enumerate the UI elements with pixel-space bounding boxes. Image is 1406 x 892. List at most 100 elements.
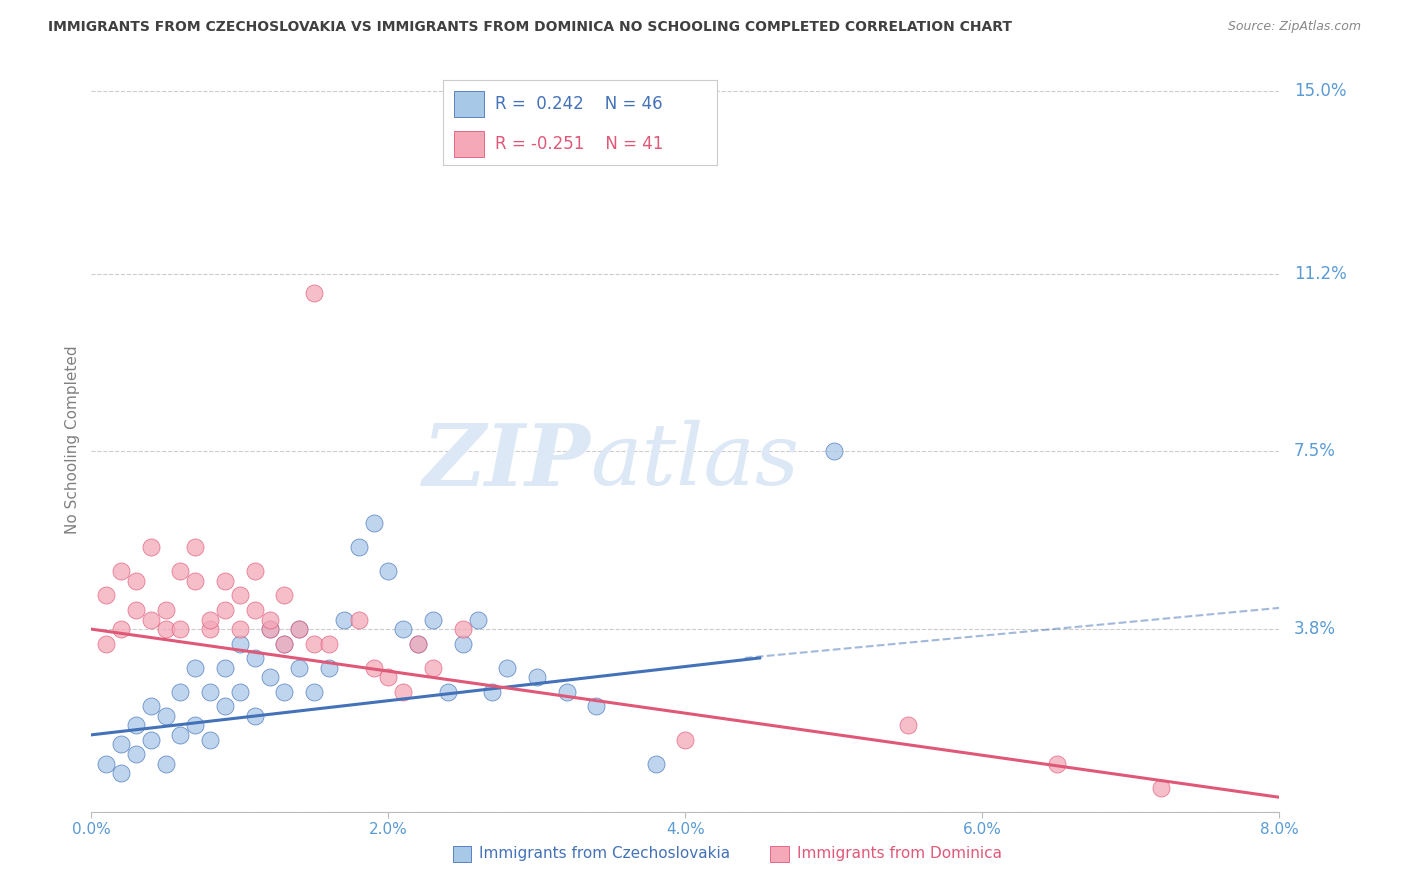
Point	[229, 636, 252, 650]
Point	[288, 660, 311, 674]
Point	[644, 756, 666, 771]
Point	[110, 565, 132, 579]
Bar	[454, 91, 484, 117]
Point	[125, 718, 148, 732]
Point	[259, 670, 281, 684]
Text: 7.5%: 7.5%	[1294, 442, 1336, 460]
Point	[422, 613, 444, 627]
Text: IMMIGRANTS FROM CZECHOSLOVAKIA VS IMMIGRANTS FROM DOMINICA NO SCHOOLING COMPLETE: IMMIGRANTS FROM CZECHOSLOVAKIA VS IMMIGR…	[48, 20, 1012, 34]
Point	[259, 613, 281, 627]
Text: ZIP: ZIP	[423, 420, 591, 503]
Point	[496, 660, 519, 674]
Point	[451, 622, 474, 636]
Point	[377, 670, 399, 684]
Point	[184, 718, 207, 732]
Point	[377, 565, 399, 579]
Text: R = -0.251    N = 41: R = -0.251 N = 41	[495, 135, 664, 153]
Point	[823, 444, 845, 458]
Text: atlas: atlas	[591, 420, 800, 503]
Point	[897, 718, 920, 732]
Point	[125, 747, 148, 761]
Text: 11.2%: 11.2%	[1294, 265, 1347, 283]
Point	[273, 684, 295, 698]
Point	[125, 603, 148, 617]
Point	[214, 660, 236, 674]
Point	[526, 670, 548, 684]
Text: 15.0%: 15.0%	[1294, 82, 1346, 100]
Point	[436, 684, 458, 698]
Point	[363, 516, 385, 531]
Point	[200, 613, 222, 627]
Point	[96, 636, 118, 650]
Point	[200, 622, 222, 636]
Point	[406, 636, 429, 650]
Point	[392, 622, 415, 636]
Point	[155, 603, 177, 617]
Point	[392, 684, 415, 698]
Point	[229, 684, 252, 698]
Point	[243, 708, 266, 723]
Point	[200, 732, 222, 747]
Point	[555, 684, 578, 698]
Point	[139, 541, 162, 555]
Point	[318, 660, 340, 674]
Point	[139, 698, 162, 713]
Point	[110, 622, 132, 636]
Point	[467, 613, 489, 627]
Point	[673, 732, 696, 747]
Point	[318, 636, 340, 650]
Point	[273, 589, 295, 603]
Point	[155, 708, 177, 723]
Point	[288, 622, 311, 636]
Text: Source: ZipAtlas.com: Source: ZipAtlas.com	[1227, 20, 1361, 33]
Point	[363, 660, 385, 674]
Point	[422, 660, 444, 674]
Point	[214, 603, 236, 617]
Point	[214, 698, 236, 713]
Point	[1149, 780, 1171, 795]
Point	[139, 732, 162, 747]
Point	[229, 622, 252, 636]
Point	[302, 285, 325, 300]
Point	[1046, 756, 1069, 771]
Point	[273, 636, 295, 650]
Point	[243, 603, 266, 617]
Point	[110, 738, 132, 752]
Point	[169, 728, 191, 742]
Point	[169, 684, 191, 698]
Point	[243, 565, 266, 579]
Point	[184, 660, 207, 674]
Point	[347, 541, 370, 555]
Point	[200, 684, 222, 698]
Point	[155, 622, 177, 636]
Point	[243, 651, 266, 665]
Point	[302, 636, 325, 650]
Point	[288, 622, 311, 636]
Point	[184, 574, 207, 588]
Point	[139, 613, 162, 627]
Point	[585, 698, 607, 713]
Point	[214, 574, 236, 588]
Point	[333, 613, 356, 627]
Y-axis label: No Schooling Completed: No Schooling Completed	[65, 345, 80, 533]
Point	[169, 622, 191, 636]
Point	[96, 756, 118, 771]
Text: 3.8%: 3.8%	[1294, 620, 1336, 638]
Text: R =  0.242    N = 46: R = 0.242 N = 46	[495, 95, 662, 113]
Point	[481, 684, 503, 698]
Text: Immigrants from Dominica: Immigrants from Dominica	[797, 847, 1002, 861]
Point	[273, 636, 295, 650]
Point	[259, 622, 281, 636]
Point	[96, 589, 118, 603]
Point	[302, 684, 325, 698]
Point	[110, 766, 132, 780]
Point	[125, 574, 148, 588]
Point	[406, 636, 429, 650]
Point	[259, 622, 281, 636]
Point	[184, 541, 207, 555]
Point	[169, 565, 191, 579]
Point	[347, 613, 370, 627]
Bar	[454, 131, 484, 157]
Point	[155, 756, 177, 771]
Point	[451, 636, 474, 650]
